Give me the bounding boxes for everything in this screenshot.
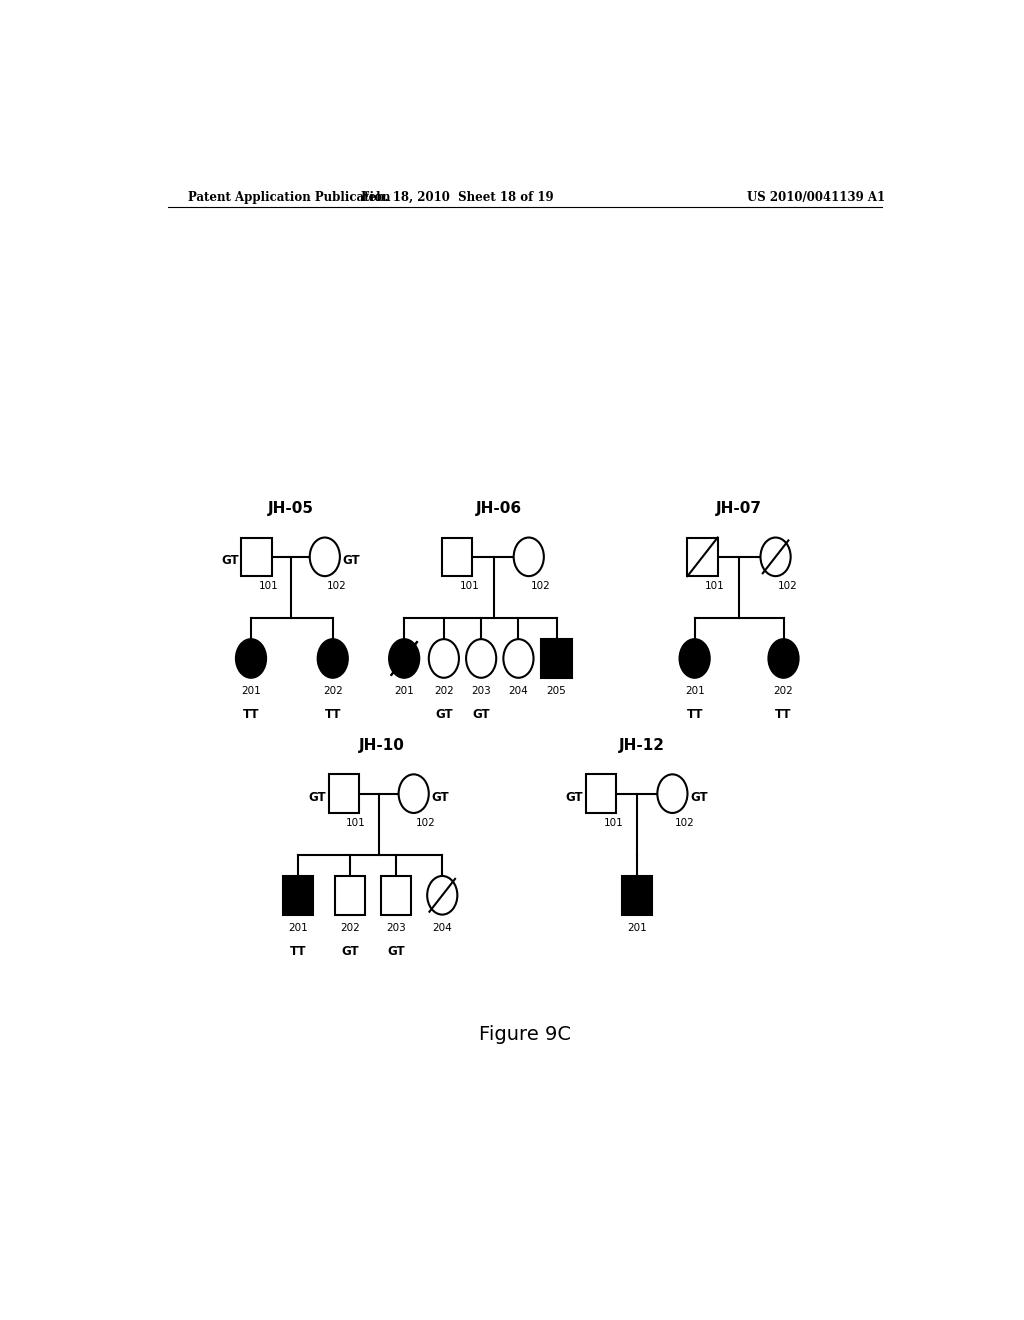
Text: Feb. 18, 2010  Sheet 18 of 19: Feb. 18, 2010 Sheet 18 of 19: [361, 190, 554, 203]
Text: GT: GT: [341, 945, 359, 958]
Text: TT: TT: [290, 945, 306, 958]
Ellipse shape: [657, 775, 687, 813]
Ellipse shape: [317, 639, 348, 677]
Text: GT: GT: [309, 791, 327, 804]
Text: 102: 102: [531, 581, 551, 591]
Ellipse shape: [680, 639, 710, 677]
Text: GT: GT: [387, 945, 406, 958]
Text: GT: GT: [431, 791, 449, 804]
Text: JH-07: JH-07: [716, 502, 762, 516]
Text: 102: 102: [778, 581, 798, 591]
Text: 102: 102: [675, 817, 694, 828]
Text: 204: 204: [432, 923, 453, 933]
Ellipse shape: [514, 537, 544, 576]
Text: 202: 202: [340, 923, 360, 933]
Text: 204: 204: [509, 686, 528, 696]
Text: Figure 9C: Figure 9C: [479, 1026, 570, 1044]
Ellipse shape: [466, 639, 497, 677]
Text: Patent Application Publication: Patent Application Publication: [187, 190, 390, 203]
Ellipse shape: [427, 876, 458, 915]
Text: 101: 101: [460, 581, 479, 591]
Text: 202: 202: [434, 686, 454, 696]
Text: 101: 101: [603, 817, 624, 828]
Text: 201: 201: [241, 686, 261, 696]
Text: 203: 203: [386, 923, 407, 933]
Text: GT: GT: [221, 554, 239, 568]
Text: JH-10: JH-10: [359, 738, 404, 752]
Bar: [542, 639, 571, 677]
Text: JH-06: JH-06: [476, 502, 522, 516]
Ellipse shape: [429, 639, 459, 677]
Ellipse shape: [389, 639, 419, 677]
Text: 201: 201: [685, 686, 705, 696]
Text: JH-05: JH-05: [267, 502, 313, 516]
Text: TT: TT: [243, 708, 259, 721]
Text: 102: 102: [328, 581, 347, 591]
Bar: [687, 537, 718, 576]
Ellipse shape: [761, 537, 791, 576]
Text: GT: GT: [690, 791, 708, 804]
Bar: [335, 876, 366, 915]
Text: 102: 102: [416, 817, 436, 828]
Text: GT: GT: [566, 791, 584, 804]
Text: TT: TT: [686, 708, 702, 721]
Bar: [586, 775, 616, 813]
Text: 201: 201: [288, 923, 307, 933]
Text: US 2010/0041139 A1: US 2010/0041139 A1: [748, 190, 885, 203]
Ellipse shape: [309, 537, 340, 576]
Text: 202: 202: [323, 686, 343, 696]
Ellipse shape: [504, 639, 534, 677]
Text: TT: TT: [775, 708, 792, 721]
Text: GT: GT: [435, 708, 453, 721]
Text: 203: 203: [471, 686, 492, 696]
Bar: [622, 876, 652, 915]
Text: 101: 101: [705, 581, 725, 591]
Bar: [283, 876, 313, 915]
Ellipse shape: [768, 639, 799, 677]
Text: TT: TT: [325, 708, 341, 721]
Ellipse shape: [236, 639, 266, 677]
Text: JH-12: JH-12: [620, 738, 666, 752]
Text: 101: 101: [346, 817, 366, 828]
Text: GT: GT: [472, 708, 489, 721]
Text: 201: 201: [627, 923, 646, 933]
Text: 101: 101: [259, 581, 279, 591]
Ellipse shape: [398, 775, 429, 813]
Bar: [381, 876, 412, 915]
Text: GT: GT: [342, 554, 359, 568]
Text: 201: 201: [394, 686, 414, 696]
Bar: [242, 537, 271, 576]
Text: 205: 205: [547, 686, 566, 696]
Bar: [442, 537, 472, 576]
Bar: [329, 775, 359, 813]
Text: 202: 202: [774, 686, 794, 696]
